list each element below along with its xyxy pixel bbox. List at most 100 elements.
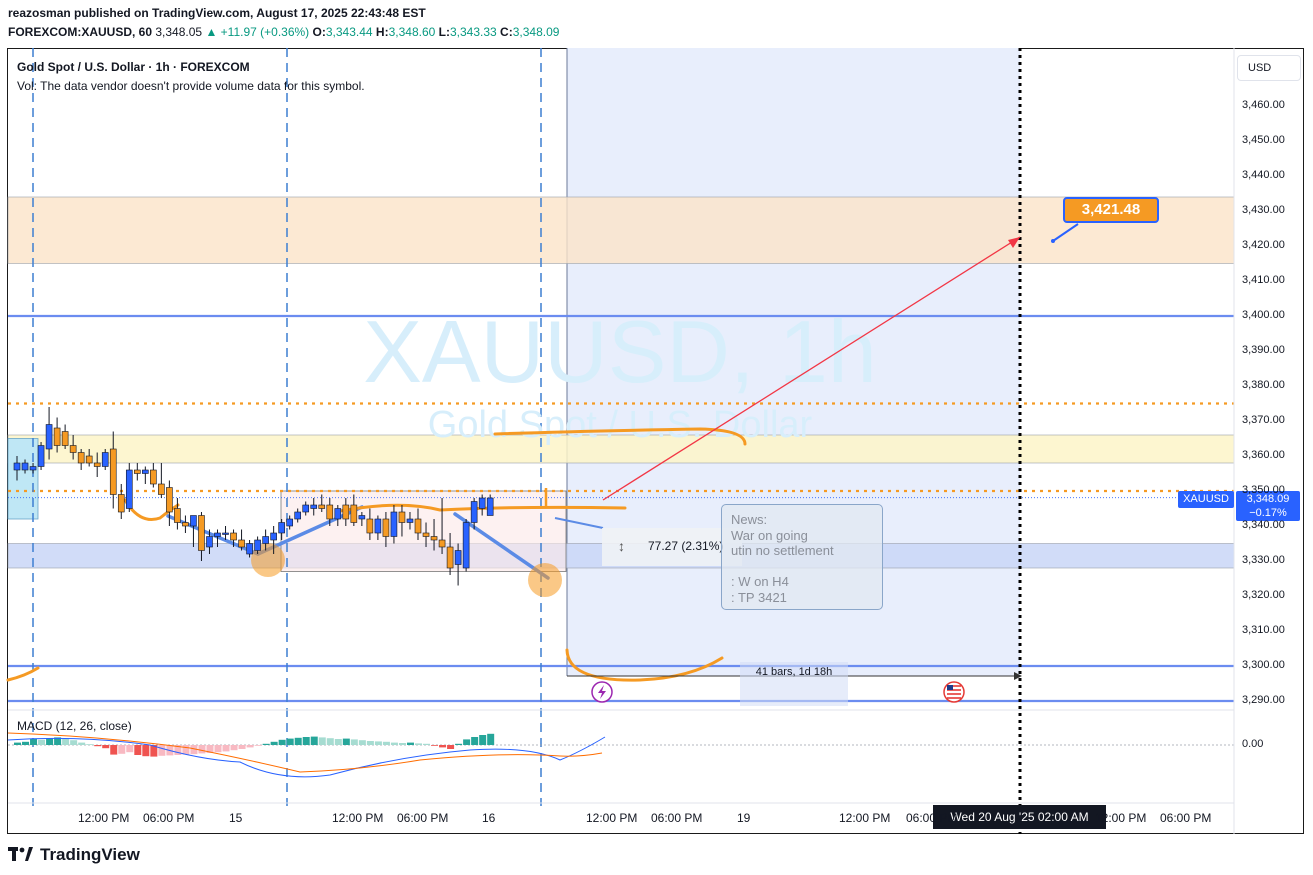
candle-body <box>150 469 157 485</box>
brush-stroke <box>565 648 724 682</box>
price-change: ▲ +11.97 (+0.36%) <box>205 25 310 39</box>
macd-histogram-bar <box>254 745 262 746</box>
candle-body <box>406 518 414 523</box>
candle-body <box>390 511 398 537</box>
macd-histogram-bar <box>366 741 374 745</box>
resistance-zone <box>7 196 1235 264</box>
candle-body <box>366 518 374 534</box>
price-tick-label: 3,390.00 <box>1242 344 1285 356</box>
candle-body <box>278 522 285 534</box>
macd-histogram-bar <box>182 745 190 755</box>
symbol-name: FOREXCOM:XAUUSD, 60 <box>8 25 153 39</box>
price-tick-label: 3,290.00 <box>1242 694 1285 706</box>
macd-histogram-bar <box>198 745 206 754</box>
time-tick-label: 12:00 PM <box>78 811 130 825</box>
macd-histogram-bar <box>246 745 254 748</box>
trend-line <box>554 517 604 529</box>
candle-body <box>53 427 61 446</box>
candle-body <box>222 532 229 535</box>
macd-histogram-bar <box>310 736 318 745</box>
candle-body <box>85 455 93 464</box>
macd-histogram-bar <box>439 745 447 748</box>
last-price: 3,348.05 <box>155 25 203 39</box>
news-line: : W on H4 <box>731 574 789 589</box>
macd-histogram-bar <box>374 741 382 745</box>
candle-body <box>454 550 462 565</box>
candle-body <box>302 504 310 513</box>
crosshair-date-tag: Wed 20 Aug '25 02:00 AM <box>933 805 1106 829</box>
candle-body <box>374 518 382 534</box>
candle-body <box>29 466 37 471</box>
macd-histogram-bar <box>206 745 214 753</box>
macd-histogram-bar <box>286 738 294 745</box>
price-tick-label: 3,360.00 <box>1242 449 1285 461</box>
candle-body <box>37 445 45 467</box>
publisher-line: reazosman published on TradingView.com, … <box>8 6 426 20</box>
time-tick-label: 06:00 PM <box>906 811 958 825</box>
candle-body <box>270 532 277 541</box>
candle-body <box>182 522 189 527</box>
candle-body <box>262 536 269 544</box>
candle-body <box>358 515 366 520</box>
candle-body <box>198 515 205 551</box>
close-value: 3,348.09 <box>512 25 560 39</box>
open-value: 3,343.44 <box>325 25 373 39</box>
candle-body <box>326 504 334 520</box>
macd-tick-label: 0.00 <box>1242 738 1264 750</box>
macd-histogram-bar <box>126 745 134 753</box>
macd-histogram-bar <box>479 735 487 745</box>
macd-histogram-bar <box>158 745 166 756</box>
macd-histogram-bar <box>94 745 102 747</box>
macd-histogram-bar <box>270 741 278 745</box>
candle-body <box>69 445 77 453</box>
macd-legend[interactable]: MACD (12, 26, close) <box>17 719 132 733</box>
news-line: News: <box>731 512 768 527</box>
time-tick-label: 06:00 PM <box>143 811 195 825</box>
candle-body <box>470 501 478 523</box>
brush-stroke <box>123 498 180 521</box>
macd-histogram-bar <box>30 739 38 745</box>
news-callout[interactable]: News: War on going utin no settlement : … <box>721 504 883 610</box>
symbol-ohlc-line: FOREXCOM:XAUUSD, 60 3,348.05 ▲ +11.97 (+… <box>8 25 560 39</box>
last-price-tag: 3,348.09 −0.17% <box>1236 491 1300 521</box>
measure-tool-label[interactable]: ↕ 77.27 (2.31%) <box>602 528 742 566</box>
macd-histogram-bar <box>142 745 150 757</box>
candle-body <box>142 469 149 474</box>
candle-body <box>462 522 470 569</box>
candle-body <box>350 504 358 523</box>
macd-histogram-bar <box>318 737 326 745</box>
candle-body <box>422 532 430 537</box>
currency-button[interactable]: USD <box>1237 55 1301 81</box>
candle-body <box>174 508 181 523</box>
candle-body <box>342 504 350 520</box>
macd-histogram-bar <box>262 743 270 745</box>
legend-title[interactable]: Gold Spot / U.S. Dollar · 1h · FOREXCOM <box>17 60 250 74</box>
macd-histogram-bar <box>431 745 439 746</box>
candle-body <box>430 536 438 541</box>
macd-histogram-bar <box>326 738 334 745</box>
time-tick-label: 15 <box>229 811 243 825</box>
price-tick-label: 3,310.00 <box>1242 624 1285 636</box>
macd-histogram-bar <box>102 745 110 749</box>
candle-body <box>93 462 101 467</box>
time-tick-label: 19 <box>737 811 751 825</box>
tradingview-logo[interactable]: TradingView <box>8 845 140 865</box>
time-tick-label: 12:00 PM <box>839 811 891 825</box>
watermark-symbol: XAUUSD, 1h <box>363 302 877 401</box>
candle-body <box>286 518 293 527</box>
macd-histogram-bar <box>406 742 414 745</box>
candle-body <box>238 539 245 548</box>
candle-body <box>486 497 494 516</box>
swing-low-marker <box>251 543 285 577</box>
price-tick-label: 3,350.00 <box>1242 484 1285 496</box>
candle-body <box>21 462 29 471</box>
macd-histogram-bar <box>342 738 350 745</box>
macd-histogram-bar <box>70 740 78 745</box>
macd-histogram-bar <box>78 742 86 745</box>
brush-stroke <box>6 666 40 682</box>
brush-stroke <box>493 427 747 446</box>
target-price-label[interactable]: 3,421.48 <box>1063 197 1159 223</box>
candle-body <box>117 494 125 513</box>
candle-body <box>382 518 390 537</box>
